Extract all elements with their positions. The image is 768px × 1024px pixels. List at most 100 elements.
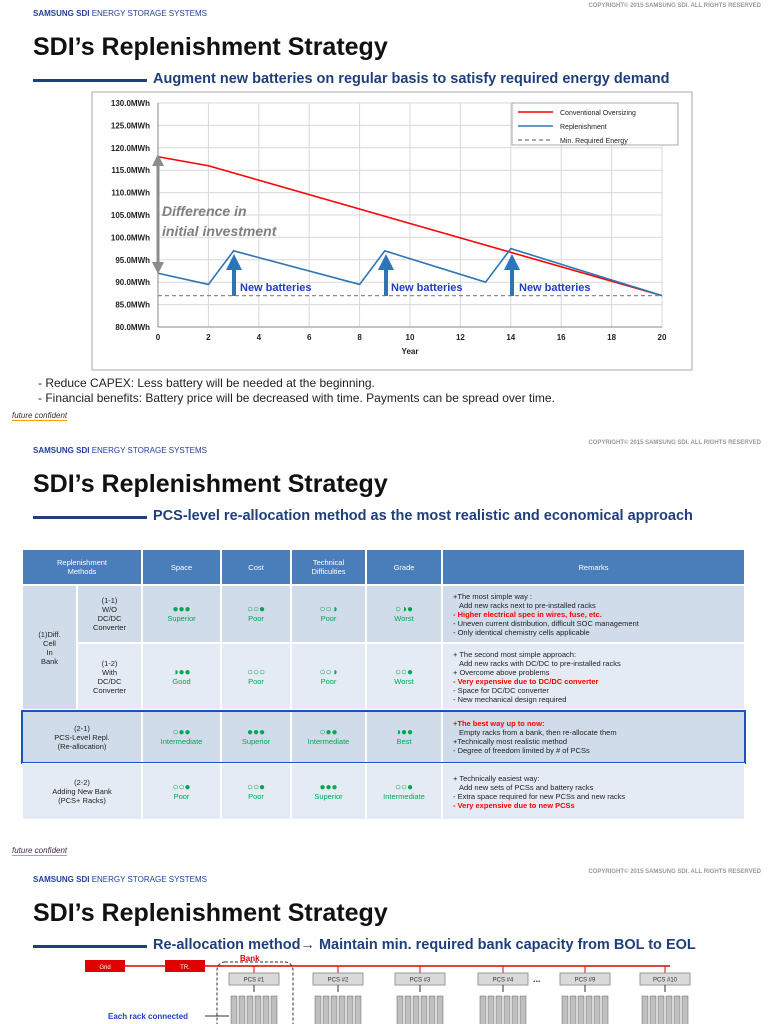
- brand: SAMSUNG SDI ENERGY STORAGE SYSTEMS: [33, 9, 207, 18]
- rack: [354, 995, 362, 1024]
- grid-box: [85, 960, 125, 972]
- copyright: COPYRIGHT© 2015 SAMSUNG SDI. ALL RIGHTS …: [588, 869, 761, 875]
- rack: [404, 995, 412, 1024]
- rating-symbol: ○○●: [394, 666, 414, 678]
- rack: [270, 995, 278, 1024]
- remark-line: +The most simple way :: [453, 591, 532, 601]
- rating-symbol: ○●●: [319, 727, 338, 738]
- remark-line: - Only identical chemistry cells applica…: [453, 627, 590, 637]
- rack: [230, 995, 238, 1024]
- table-header-cell: Remarks: [442, 549, 745, 585]
- remark-line: + Overcome above problems: [453, 667, 550, 677]
- x-tick-label: 12: [456, 333, 465, 342]
- rating-symbol: ●●●: [319, 781, 338, 793]
- rack: [322, 995, 330, 1024]
- rating-cell: ○○● Poor: [221, 763, 291, 820]
- brand-sub: ENERGY STORAGE SYSTEMS: [91, 9, 207, 18]
- remark-line: - Space for DC/DC converter: [453, 685, 549, 695]
- rack: [593, 995, 601, 1024]
- rack: [673, 995, 681, 1024]
- x-tick-label: 6: [307, 333, 312, 342]
- slide-title: SDI’s Replenishment Strategy: [33, 899, 388, 927]
- rack: [412, 995, 420, 1024]
- rating-symbol: ○○◑: [319, 604, 338, 615]
- rack: [657, 995, 665, 1024]
- remark-line: +The best way up to now:: [453, 719, 545, 728]
- y-tick-label: 105.0MWh: [111, 211, 150, 220]
- brand-sub: ENERGY STORAGE SYSTEMS: [91, 875, 207, 884]
- rack: [665, 995, 673, 1024]
- rack: [561, 995, 569, 1024]
- footer-logo: future confident: [12, 411, 68, 421]
- rating-cell: ○○◑ Poor: [291, 643, 366, 710]
- brand-name: SAMSUNG SDI: [33, 446, 90, 455]
- pcs-label: PCS #9: [575, 978, 596, 984]
- rating-label: Superior: [241, 737, 271, 746]
- brand-name: SAMSUNG SDI: [33, 875, 90, 884]
- row-method: (2-2) Adding New Bank (PCS+ Racks): [22, 763, 142, 820]
- rack: [479, 995, 487, 1024]
- x-axis-label: Year: [402, 347, 419, 356]
- remark-line: - Extra space required for new PCSs and …: [453, 791, 626, 801]
- x-tick-label: 0: [156, 333, 161, 342]
- annotation: New batteries: [240, 282, 312, 294]
- brand: SAMSUNG SDI ENERGY STORAGE SYSTEMS: [33, 446, 207, 455]
- row-highlight: [21, 710, 746, 764]
- rating-cell: ○○● Worst: [366, 643, 442, 710]
- rating-label: Good: [172, 676, 191, 686]
- rack: [254, 995, 262, 1024]
- x-tick-label: 8: [357, 333, 362, 342]
- annotation: initial investment: [162, 223, 278, 239]
- x-tick-label: 2: [206, 333, 211, 342]
- rating-symbol: ○○●: [246, 604, 266, 615]
- rack: [487, 995, 495, 1024]
- rack: [649, 995, 657, 1024]
- rack: [577, 995, 585, 1024]
- pcs-label: PCS #4: [493, 978, 514, 984]
- remark-line: Empty racks from a bank, then re-allocat…: [459, 728, 617, 737]
- legend-box: [511, 102, 679, 146]
- rating-label: Worst: [394, 614, 414, 623]
- table-header-cell: Replenishment Methods: [22, 549, 142, 585]
- y-tick-label: 80.0MWh: [115, 323, 150, 332]
- rating-cell: ●●● Superior: [142, 585, 221, 643]
- rating-label: Poor: [320, 614, 337, 623]
- table-header-cell: Technical Difficulties: [291, 549, 366, 585]
- remark-line: - Very expensive due to new PCSs: [453, 800, 575, 810]
- grid-label: Grid: [99, 965, 110, 971]
- rack: [396, 995, 404, 1024]
- rating-symbol: ●●●: [172, 604, 191, 615]
- footer-logo: future confident: [12, 846, 68, 856]
- remarks-cell: +The best way up to now: Empty racks from…: [442, 711, 745, 763]
- brand-sub: ENERGY STORAGE SYSTEMS: [91, 446, 207, 455]
- subtitle: Re-allocation method→ Maintain min. requ…: [153, 937, 696, 953]
- table-header-cell: Cost: [221, 549, 291, 585]
- rack: [436, 995, 444, 1024]
- y-tick-label: 110.0MWh: [111, 189, 150, 198]
- copyright: COPYRIGHT© 2015 SAMSUNG SDI. ALL RIGHTS …: [588, 440, 761, 446]
- rack: [495, 995, 503, 1024]
- y-tick-label: 85.0MWh: [115, 301, 150, 310]
- remark-line: - Degree of freedom limited by # of PCSs: [453, 746, 590, 755]
- pcs-label: PCS #2: [328, 978, 349, 984]
- rating-symbol: ◑●●: [172, 666, 191, 678]
- rack: [330, 995, 338, 1024]
- rating-cell: ○○○ Poor: [221, 643, 291, 710]
- rack: [585, 995, 593, 1024]
- rack: [681, 995, 689, 1024]
- legend-label: Replenishment: [560, 124, 607, 131]
- diagram: Grid TR. Bank PCS #1 PCS #2 PCS #3 PCS #4 PCS #…: [85, 954, 691, 1024]
- remarks-cell: + Technically easiest way: Add new sets o…: [442, 763, 745, 820]
- rating-symbol: ○○●: [394, 781, 414, 793]
- brand-name: SAMSUNG SDI: [33, 9, 90, 18]
- rating-symbol: ○◑●: [394, 604, 414, 615]
- rack: [338, 995, 346, 1024]
- rating-label: Superior: [167, 614, 196, 623]
- rating-label: Intermediate: [160, 737, 203, 746]
- remark-line: Add new racks next to pre-installed rack…: [459, 600, 596, 610]
- x-tick-label: 18: [607, 333, 616, 342]
- rack: [246, 995, 254, 1024]
- bank-outline: [216, 961, 294, 1024]
- y-tick-label: 100.0MWh: [111, 233, 150, 242]
